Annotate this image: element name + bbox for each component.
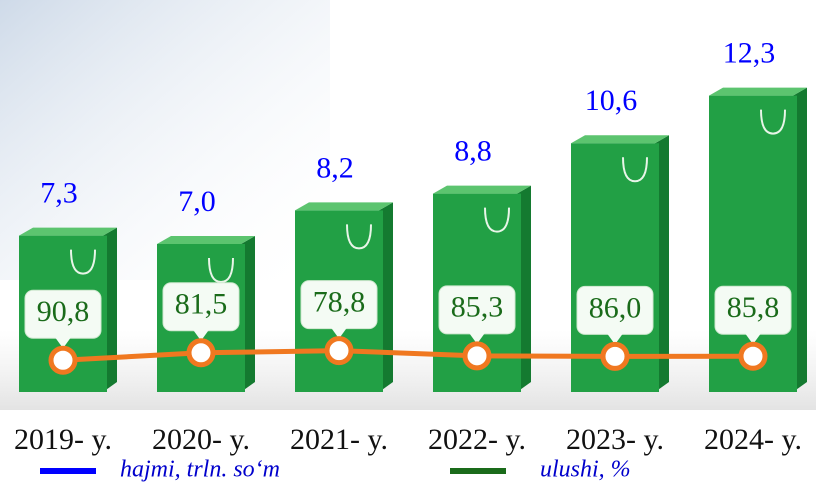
line-point xyxy=(48,345,78,375)
bar-value-label: 7,0 xyxy=(178,185,216,218)
value-box-pointer xyxy=(745,333,761,345)
line xyxy=(62,348,754,363)
bag-handle xyxy=(484,207,510,233)
line-value-label: 90,8 xyxy=(37,295,90,328)
line-point xyxy=(738,341,768,371)
value-box-pointer xyxy=(193,329,209,341)
bag-handle xyxy=(622,157,648,183)
bag-top xyxy=(157,236,255,244)
bar-value-label: 10,6 xyxy=(585,84,638,117)
bag-top xyxy=(433,185,531,194)
bag-handle xyxy=(346,224,372,250)
bag-top xyxy=(571,135,669,144)
bag-handle xyxy=(70,249,96,275)
legend-swatch xyxy=(40,468,96,474)
x-tick-label: 2019- y. xyxy=(14,423,112,456)
legend-label: hajmi, trln. so‘m xyxy=(120,457,280,483)
bar-value-label: 8,2 xyxy=(316,151,354,184)
x-tick-label: 2023- y. xyxy=(566,423,664,456)
line-value-label: 85,8 xyxy=(727,291,780,324)
bar-value-label: 8,8 xyxy=(454,134,492,167)
value-box-pointer xyxy=(607,333,623,345)
x-tick-label: 2020- y. xyxy=(152,423,250,456)
line-value-label: 85,3 xyxy=(451,291,504,324)
line-value-label: 86,0 xyxy=(589,291,642,324)
legend-swatch xyxy=(450,468,506,474)
value-box-pointer xyxy=(331,327,347,339)
x-tick-label: 2024- y. xyxy=(704,423,802,456)
bag-top xyxy=(295,202,393,211)
bag-top xyxy=(19,227,117,236)
line-point xyxy=(462,341,492,371)
line-value-label: 78,8 xyxy=(313,286,366,319)
line-point xyxy=(600,341,630,371)
bag-top xyxy=(709,87,807,96)
line-value-label: 81,5 xyxy=(175,288,228,321)
x-tick-label: 2022- y. xyxy=(428,423,526,456)
x-tick-label: 2021- y. xyxy=(290,423,388,456)
bar-value-label: 7,3 xyxy=(40,176,78,209)
bag-handle xyxy=(208,257,234,284)
legend-label: ulushi, % xyxy=(540,457,631,483)
line-point xyxy=(186,338,216,368)
value-box-pointer xyxy=(469,332,485,344)
bar-value-label: 12,3 xyxy=(723,36,776,69)
bag-handle xyxy=(760,109,786,135)
background-floor xyxy=(0,330,816,410)
value-box-pointer xyxy=(55,337,71,349)
line-point xyxy=(324,336,354,366)
